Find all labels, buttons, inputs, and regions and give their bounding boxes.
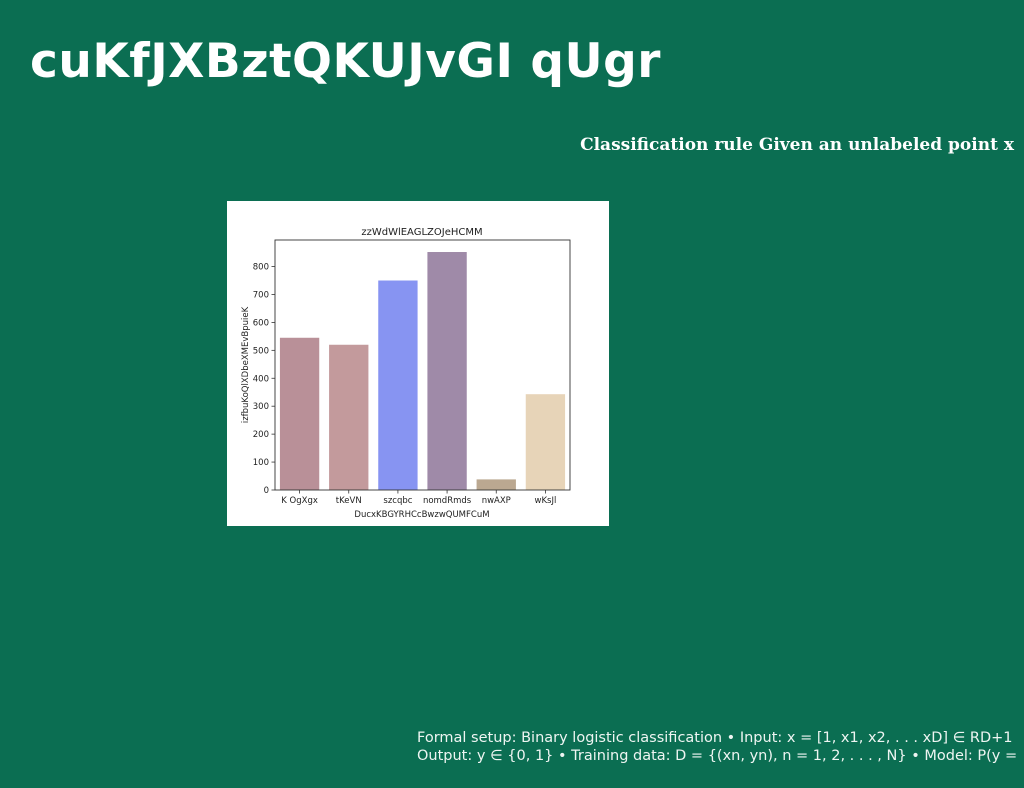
y-tick-label: 100 <box>253 458 269 468</box>
y-tick-label: 700 <box>253 290 269 300</box>
bar-chart: zzWdWlEAGLZOJeHCMM K OgXgx tKeVN szcqbc nom… <box>241 227 571 520</box>
y-tick-label: 500 <box>253 346 269 356</box>
bar-4 <box>476 479 516 490</box>
bar-2 <box>378 280 418 490</box>
bar-3 <box>427 252 467 490</box>
x-tick-label: nwAXP <box>482 496 511 506</box>
plot-frame <box>274 239 571 491</box>
y-tick-label: 200 <box>253 430 269 440</box>
bars-group <box>279 252 566 490</box>
classification-rule-heading: Classification rule Given an unlabeled p… <box>580 135 1014 155</box>
x-tick-label: wKsJl <box>535 496 557 506</box>
x-axis-label: DucxKBGYRHCcBwzwQUMFCuM <box>354 510 489 520</box>
bar-0 <box>279 337 320 490</box>
chart-title: zzWdWlEAGLZOJeHCMM <box>361 227 482 238</box>
slide-title: cuKfJXBztQKUJvGI qUgr <box>30 34 661 89</box>
bar-5 <box>525 394 566 490</box>
x-tick-label: K OgXgx <box>281 496 318 506</box>
bar-1 <box>329 344 369 490</box>
y-tick-label: 300 <box>253 402 269 412</box>
bar-chart-card: zzWdWlEAGLZOJeHCMM K OgXgx tKeVN szcqbc nom… <box>227 201 609 526</box>
y-tick-labels: 0 100 200 300 400 500 600 700 800 <box>253 263 275 496</box>
y-tick-label: 800 <box>253 263 269 273</box>
y-tick-label: 0 <box>264 486 269 496</box>
y-tick-label: 600 <box>253 318 269 328</box>
x-tick-label: tKeVN <box>336 496 362 506</box>
x-tick-label: nomdRmds <box>423 496 472 506</box>
formal-setup-line-2: Output: y ∈ {0, 1} • Training data: D = … <box>417 748 1018 764</box>
y-axis-label: izfbuKoQlXDbeXMEvBpuieK <box>241 306 251 423</box>
x-tick-label: szcqbc <box>383 496 412 506</box>
y-tick-label: 400 <box>253 374 269 384</box>
x-tick-labels: K OgXgx tKeVN szcqbc nomdRmds nwAXP wKsJl <box>281 490 556 506</box>
formal-setup-line-1: Formal setup: Binary logistic classifica… <box>417 730 1013 746</box>
formal-setup-text: Formal setup: Binary logistic classifica… <box>417 729 1017 765</box>
